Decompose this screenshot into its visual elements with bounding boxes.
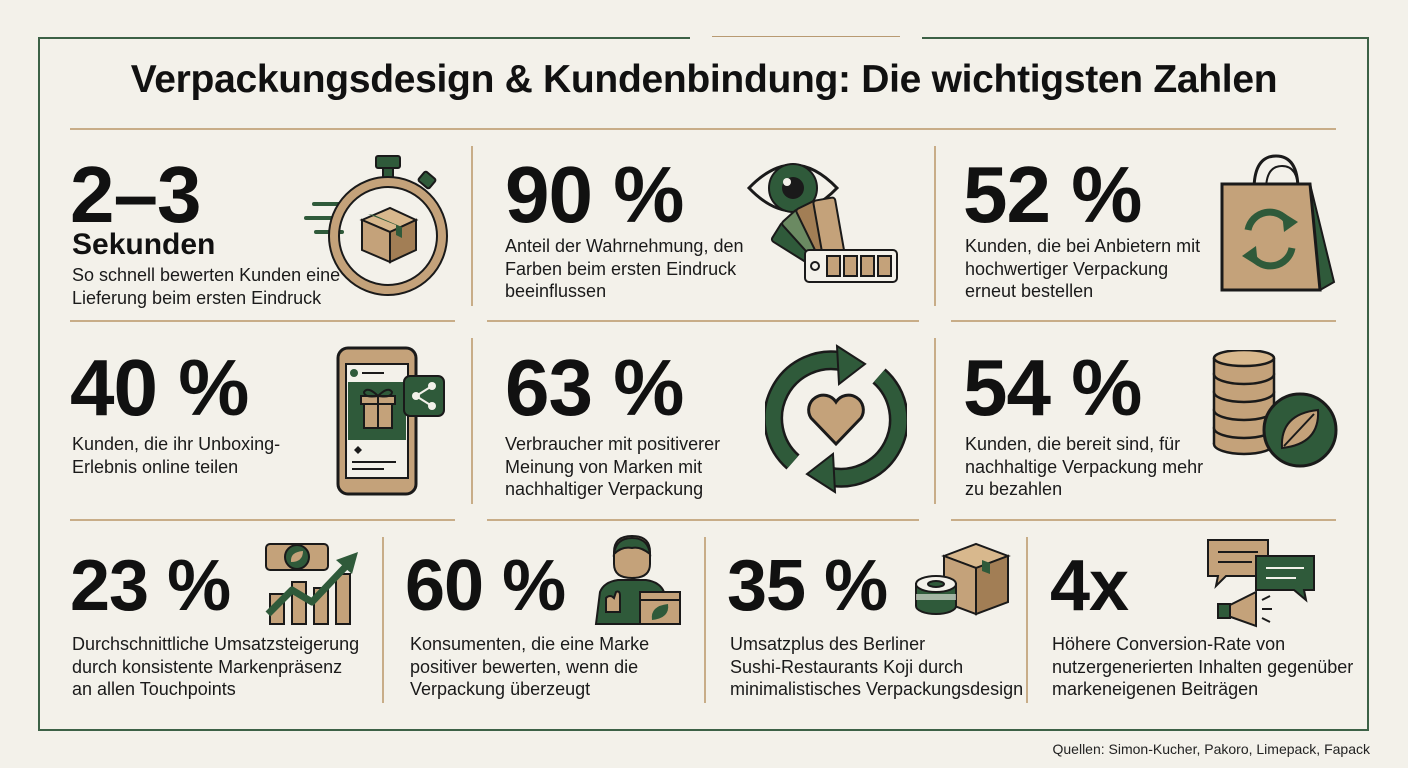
top-ornament-line — [712, 36, 900, 37]
stat-value: 23 % — [70, 546, 231, 626]
divider-row1-b — [487, 320, 919, 322]
stat-value: 52 % — [963, 150, 1142, 239]
divider-v4 — [934, 338, 936, 504]
divider-v3 — [471, 338, 473, 504]
person-package-icon — [594, 534, 681, 625]
stat-description: Durchschnittliche Umsatzsteigerung durch… — [72, 634, 360, 699]
shopping-bag-recycle-icon — [1220, 154, 1336, 292]
stat-description: Kunden, die bei Anbietern mit hochwertig… — [965, 236, 1201, 301]
divider-row1-a — [70, 320, 455, 322]
divider-top — [70, 128, 1336, 130]
stat-description: Kunden, die bereit sind, für nachhaltige… — [965, 434, 1204, 499]
divider-row2-a — [70, 519, 455, 521]
stat-value: 40 % — [70, 343, 249, 432]
divider-v5 — [382, 537, 384, 703]
stat-description: Konsumenten, die eine Marke positiver be… — [410, 634, 650, 699]
stat-value: 2–3 — [70, 150, 201, 239]
stat-description: Kunden, die ihr Unboxing- Erlebnis onlin… — [72, 434, 281, 477]
divider-row1-c — [951, 320, 1336, 322]
stat-value: 60 % — [405, 546, 566, 626]
divider-v2 — [934, 146, 936, 306]
stat-value: 35 % — [727, 546, 888, 626]
phone-share-icon — [336, 346, 445, 496]
stat-description: Umsatzplus des Berliner Sushi-Restaurant… — [730, 634, 1024, 699]
divider-v1 — [471, 146, 473, 306]
heart-cycle-icon — [765, 344, 907, 494]
growth-chart-icon — [265, 543, 358, 625]
eye-swatch-icon — [746, 163, 898, 283]
stat-description: Höhere Conversion-Rate von nutzergenerie… — [1052, 634, 1354, 699]
stat-value: 54 % — [963, 343, 1142, 432]
divider-v6 — [704, 537, 706, 703]
box-tape-icon — [915, 542, 1011, 616]
stat-value: 4x — [1050, 546, 1129, 626]
divider-row2-c — [951, 519, 1336, 521]
stat-value: 63 % — [505, 343, 684, 432]
stat-description: Verbraucher mit positiverer Meinung von … — [505, 434, 721, 499]
divider-v7 — [1026, 537, 1028, 703]
divider-row2-b — [487, 519, 919, 521]
coins-leaf-icon — [1212, 350, 1338, 468]
stat-unit: Sekunden — [72, 228, 216, 261]
stat-description: Anteil der Wahrnehmung, den Farben beim … — [505, 236, 744, 301]
stat-value: 90 % — [505, 150, 684, 239]
frame-gap — [690, 34, 922, 42]
stopwatch-box-icon — [304, 155, 448, 296]
chat-megaphone-icon — [1207, 539, 1315, 628]
stat-description: So schnell bewerten Kunden eine Lieferun… — [72, 265, 341, 308]
page-title: Verpackungsdesign & Kundenbindung: Die w… — [130, 58, 1278, 101]
sources-footnote: Quellen: Simon-Kucher, Pakoro, Limepack,… — [1052, 741, 1371, 757]
